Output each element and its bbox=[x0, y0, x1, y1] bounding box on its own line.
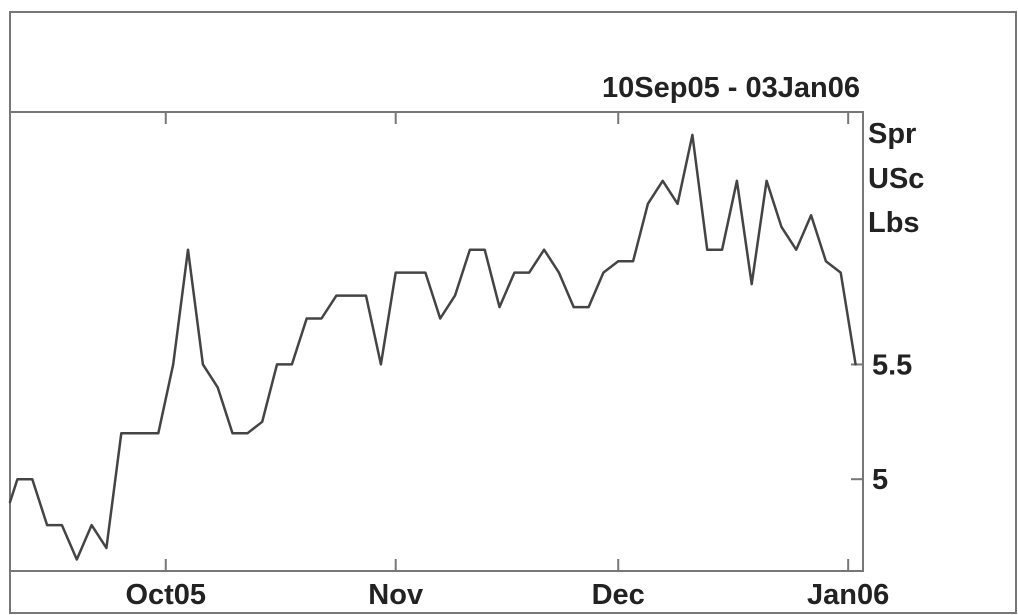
plot-area bbox=[9, 111, 864, 572]
y-unit-line-3: Lbs bbox=[868, 207, 920, 239]
chart-outer-border bbox=[9, 11, 1017, 614]
y-unit-line-1: Spr bbox=[868, 118, 916, 150]
price-series-line bbox=[8, 133, 857, 561]
y-tick-label: 5.5 bbox=[872, 349, 912, 381]
x-tick-label: Nov bbox=[368, 579, 423, 611]
x-tick-label: Dec bbox=[592, 579, 645, 611]
x-tick-label: Jan06 bbox=[807, 579, 889, 611]
chart-title: 10Sep05 - 03Jan06 bbox=[602, 72, 860, 104]
y-tick-label: 5 bbox=[872, 464, 888, 496]
y-unit-line-2: USc bbox=[868, 163, 924, 195]
x-tick-label: Oct05 bbox=[125, 579, 206, 611]
axis-ticks bbox=[164, 112, 863, 571]
y-tick-labels: 55.5 bbox=[872, 349, 912, 496]
x-tick-labels: Oct05 Nov Dec Jan06 bbox=[125, 579, 889, 611]
